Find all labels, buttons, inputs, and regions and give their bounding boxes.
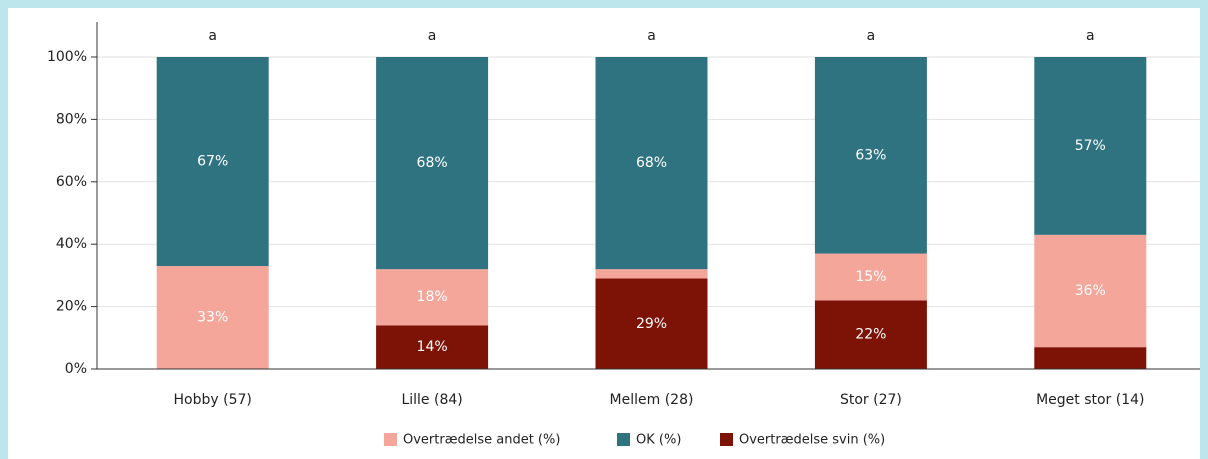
legend-swatch [617,433,630,446]
value-label: 36% [1075,283,1106,299]
x-tick-label: Lille (84) [401,392,462,408]
x-tick-label: Meget stor (14) [1036,392,1144,408]
y-tick-label: 40% [56,236,87,252]
value-label: 67% [197,154,228,170]
y-tick-label: 0% [65,361,87,377]
legend-swatch [720,433,733,446]
bar-segment [1034,57,1147,235]
y-tick-label: 100% [47,49,87,65]
y-tick-label: 80% [56,111,87,127]
value-label: 14% [417,339,448,355]
annotation: a [428,28,437,44]
bar-segment [376,269,489,326]
value-label: 57% [1075,138,1106,154]
value-label: 68% [417,155,448,171]
bar-segment [376,57,489,270]
bar-segment [814,253,927,301]
annotation: a [867,28,876,44]
x-tick-label: Hobby (57) [174,392,252,408]
bar-segment [595,269,708,279]
bar-segment [156,266,269,369]
value-label: 18% [417,289,448,305]
bar-segment [1034,234,1147,348]
annotation: a [208,28,217,44]
bar-segment [595,278,708,369]
bar-segment [156,57,269,267]
bar-segment [814,300,927,369]
bar-segment [595,57,708,270]
y-tick-label: 20% [56,299,87,315]
bar-segment [376,325,489,369]
value-label: 63% [855,147,886,163]
x-tick-label: Stor (27) [840,392,902,408]
legend-label: Overtrædelse svin (%) [739,433,885,448]
bar-segment [1034,347,1147,369]
bar-segment [814,57,927,254]
legend-label: Overtrædelse andet (%) [403,433,560,448]
y-tick-label: 60% [56,174,87,190]
x-tick-label: Mellem (28) [610,392,694,408]
annotation: a [1086,28,1095,44]
annotation: a [647,28,656,44]
value-label: 29% [636,316,667,332]
value-label: 22% [855,327,886,343]
value-label: 33% [197,310,228,326]
legend-label: OK (%) [636,433,681,448]
value-label: 15% [855,269,886,285]
legend-swatch [384,433,397,446]
value-label: 68% [636,155,667,171]
